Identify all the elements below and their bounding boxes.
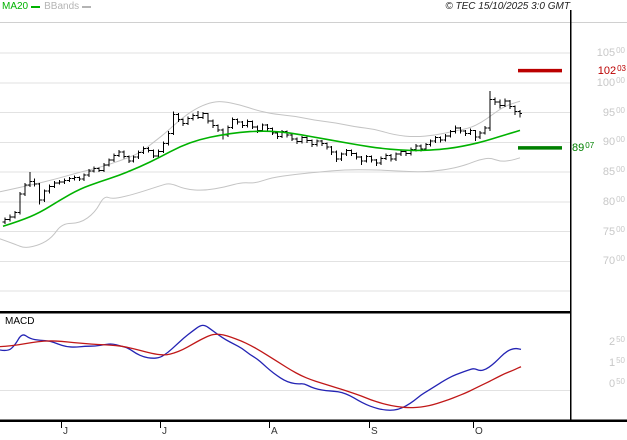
- price-axis-label: 9000: [602, 135, 625, 149]
- price-axis-label: 8500: [602, 165, 625, 179]
- price-axis-label: 9500: [602, 105, 625, 119]
- bbands-line-swatch: [82, 5, 92, 8]
- month-label: J: [162, 426, 167, 437]
- resistance-price-label: 10203: [597, 63, 626, 77]
- legend-bbands-label: BBands: [44, 1, 80, 12]
- ma20-line-swatch: [31, 5, 41, 8]
- macd-macd-line: [0, 324, 522, 411]
- bollinger-lower-band: [0, 157, 521, 248]
- macd-panel-label: MACD: [5, 316, 35, 327]
- bollinger-upper-band: [0, 100, 521, 193]
- copyright-timestamp: © TEC 15/10/2025 3:0 GMT: [445, 1, 570, 12]
- price-axis-label: 7000: [602, 254, 625, 268]
- ma20-line: [2, 129, 521, 228]
- price-axis-label: 8000: [602, 194, 625, 208]
- legend-ma20-label: MA20: [2, 1, 29, 12]
- macd-axis-label: 150: [608, 356, 625, 369]
- month-label: A: [271, 426, 278, 437]
- macd-signal-line: [0, 333, 522, 409]
- ohlc-bars: [2, 91, 523, 224]
- price-axis-label: 7500: [602, 224, 625, 238]
- macd-axis-label: 050: [608, 377, 625, 390]
- price-axis-label: 10000: [596, 75, 625, 89]
- legend-item-bbands: BBands: [44, 1, 92, 12]
- month-label: J: [63, 426, 68, 437]
- month-label: S: [371, 426, 378, 437]
- price-axis-label: 10500: [596, 46, 625, 59]
- macd-axis-label: 250: [608, 335, 625, 348]
- month-label: O: [475, 426, 483, 437]
- legend: MA20 BBands: [2, 1, 92, 12]
- legend-item-ma20: MA20: [2, 1, 41, 12]
- support-price-label: 8907: [572, 140, 595, 154]
